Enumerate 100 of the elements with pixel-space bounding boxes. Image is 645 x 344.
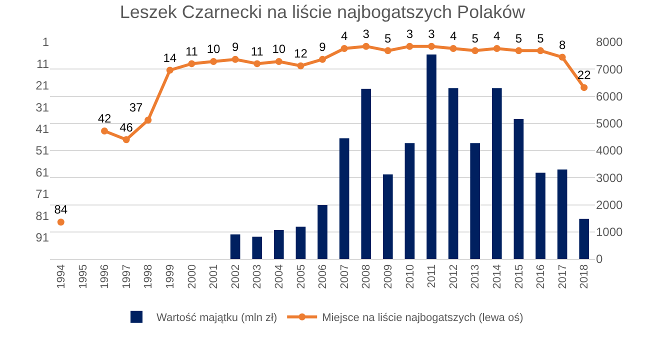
data-label: 3 (362, 26, 370, 41)
data-label: 9 (232, 40, 239, 54)
point (297, 62, 304, 70)
y-tick-label: 41 (36, 122, 50, 136)
bar (470, 143, 480, 259)
data-label: 10 (272, 42, 286, 56)
data-label: 4 (450, 29, 457, 44)
data-label: 5 (515, 31, 522, 46)
x-tick-label: 2007 (338, 264, 351, 289)
x-tick-label: 2002 (230, 264, 242, 289)
bar (426, 54, 436, 259)
x-tick-label: 1996 (99, 264, 112, 289)
data-label: 84 (54, 202, 68, 217)
bar (557, 169, 568, 259)
point (493, 45, 500, 52)
point (188, 60, 196, 68)
data-label: 22 (577, 68, 592, 82)
x-tick-label: 2017 (556, 264, 569, 289)
legend-label: Wartość majątku (mln zł) (156, 312, 278, 324)
y-tick-label: 91 (36, 230, 50, 244)
data-label: 14 (163, 50, 177, 65)
data-label: 42 (98, 112, 112, 126)
x-tick-label: 2001 (208, 264, 220, 289)
x-tick-label: 2018 (578, 264, 591, 289)
point (144, 116, 152, 124)
y2-tick-label: 6000 (596, 89, 624, 104)
x-tick-label: 1994 (55, 264, 68, 289)
y-tick-label: 1 (42, 35, 50, 50)
point (580, 84, 588, 92)
x-tick-label: 2010 (404, 264, 416, 289)
x-tick-label: 1999 (164, 264, 176, 289)
y-tick-label: 71 (36, 187, 50, 202)
y2-tick-label: 2000 (596, 198, 624, 212)
y-tick-label: 11 (36, 56, 50, 71)
x-tick-label: 2015 (513, 264, 526, 289)
bar (448, 88, 458, 259)
point (210, 58, 217, 66)
x-tick-label: 1995 (77, 264, 90, 289)
y2-tick-label: 4000 (596, 144, 624, 158)
point (537, 47, 544, 54)
data-label: 4 (494, 29, 501, 44)
x-tick-label: 2012 (448, 264, 460, 289)
data-label: 5 (472, 31, 479, 46)
legend-label: Miejsce na liście najbogatszych (lewa oś) (322, 312, 524, 324)
data-label: 3 (406, 26, 414, 41)
data-label: 5 (384, 31, 392, 46)
data-label: 46 (120, 120, 134, 134)
x-tick-label: 2005 (295, 264, 308, 289)
point (319, 56, 326, 63)
bar (318, 205, 328, 259)
bar (383, 174, 393, 259)
x-tick-label: 2014 (491, 264, 504, 289)
bar (274, 230, 284, 259)
x-tick-label: 2000 (186, 264, 198, 289)
y-tick-label: 51 (36, 144, 50, 158)
point (515, 47, 522, 54)
bar (339, 138, 350, 259)
point (362, 42, 370, 50)
y2-tick-label: 8000 (596, 35, 624, 50)
point (232, 56, 239, 63)
point (166, 66, 174, 74)
y2-tick-label: 0 (596, 252, 603, 266)
y2-tick-label: 7000 (596, 62, 624, 76)
y2-tick-label: 3000 (596, 170, 624, 185)
data-label: 10 (206, 42, 220, 56)
data-label: 9 (319, 40, 326, 54)
y-tick-label: 21 (36, 78, 50, 93)
bar (230, 234, 240, 259)
data-label: 12 (294, 46, 308, 60)
x-tick-label: 2013 (470, 264, 482, 289)
point (254, 60, 261, 68)
data-label: 11 (185, 44, 198, 58)
point (101, 127, 108, 134)
bar (296, 226, 306, 259)
point (122, 136, 130, 144)
x-tick-label: 2009 (382, 264, 394, 289)
point (275, 58, 282, 66)
y-tick-label: 31 (36, 100, 50, 114)
x-tick-label: 2006 (317, 264, 330, 289)
data-label: 8 (558, 38, 566, 52)
point (428, 42, 435, 50)
point (558, 54, 566, 61)
data-label: 37 (129, 100, 144, 115)
bar (252, 236, 262, 259)
bar (514, 119, 524, 259)
point (406, 42, 414, 50)
x-tick-label: 2008 (360, 264, 373, 289)
x-tick-label: 1997 (120, 264, 133, 289)
y-tick-label: 81 (36, 208, 50, 223)
bar (579, 218, 590, 259)
point (340, 45, 348, 52)
point (472, 47, 479, 54)
bar (404, 143, 415, 259)
data-label: 5 (537, 31, 544, 46)
y2-tick-label: 5000 (596, 116, 624, 131)
x-tick-label: 2011 (426, 264, 438, 288)
point (450, 45, 457, 52)
data-label: 3 (428, 26, 436, 41)
x-tick-label: 1998 (142, 264, 155, 289)
y2-tick-label: 1000 (596, 225, 624, 240)
